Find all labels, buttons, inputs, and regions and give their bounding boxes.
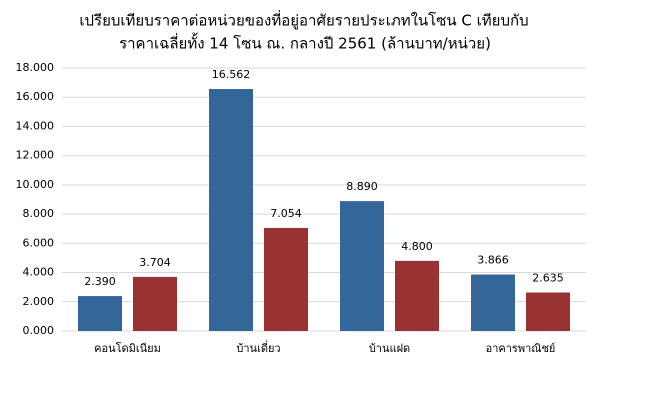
y-tick-label: 10.000: [16, 178, 55, 191]
bar: [471, 274, 515, 331]
x-tick-label: อาคารพาณิชย์: [486, 342, 556, 355]
y-tick-label: 14.000: [16, 119, 55, 132]
data-label: 7.054: [270, 207, 302, 220]
data-label: 8.890: [346, 180, 378, 193]
x-tick-label: คอนโดมิเนียม: [94, 341, 161, 355]
data-label: 3.704: [139, 256, 171, 269]
x-tick-label: บ้านแฝด: [369, 342, 410, 355]
bar: [209, 89, 253, 332]
y-tick-label: 8.000: [23, 207, 55, 220]
bar: [78, 296, 122, 331]
y-tick-label: 6.000: [23, 236, 55, 249]
y-tick-label: 4.000: [23, 266, 55, 279]
chart-title: ราคาเฉลี่ยทั้ง 14 โซน ณ. กลางปี 2561 (ล้…: [119, 33, 491, 53]
data-label: 3.866: [477, 254, 509, 267]
data-label: 2.635: [532, 271, 564, 284]
chart-title: เปรียบเทียบราคาต่อหน่วยของที่อยู่อาศัยรา…: [79, 10, 528, 30]
x-tick-label: บ้านเดี่ยว: [236, 340, 280, 355]
y-tick-label: 0.000: [23, 324, 55, 337]
bar: [264, 227, 308, 331]
bar: [133, 276, 177, 331]
bar: [340, 201, 384, 331]
y-tick-label: 2.000: [23, 295, 55, 308]
bar: [526, 292, 570, 331]
data-label: 4.800: [401, 240, 433, 253]
bar: [395, 260, 439, 331]
data-label: 16.562: [212, 68, 251, 81]
data-label: 2.390: [84, 275, 116, 288]
y-tick-label: 12.000: [16, 149, 55, 162]
y-tick-label: 16.000: [16, 90, 55, 103]
y-tick-label: 18.000: [16, 61, 55, 74]
